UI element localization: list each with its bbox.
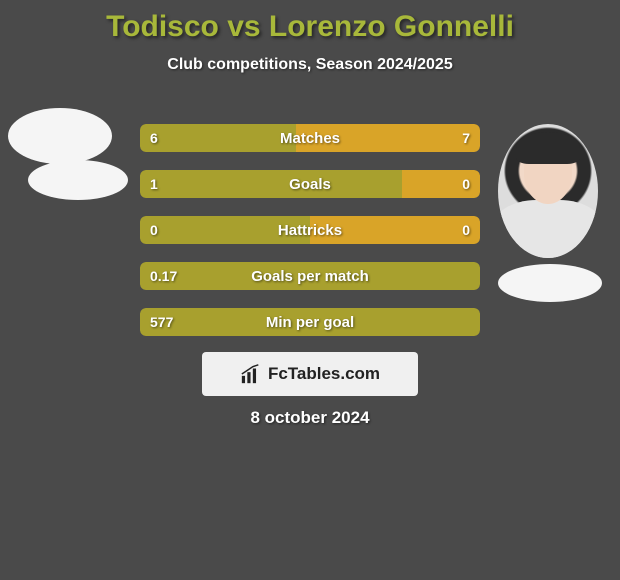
page-title: Todisco vs Lorenzo Gonnelli <box>0 0 620 44</box>
stats-chart: Matches67Goals10Hattricks00Goals per mat… <box>140 124 480 354</box>
player-right-photo <box>498 124 602 302</box>
placeholder-ellipse <box>8 108 112 164</box>
stat-row: Goals per match0.17 <box>140 262 480 290</box>
stat-value-right: 0 <box>462 216 470 244</box>
stat-row: Hattricks0 0 <box>140 216 480 244</box>
player-left-photo <box>8 108 128 200</box>
page-subtitle: Club competitions, Season 2024/2025 <box>0 56 620 74</box>
stat-value-left: 6 <box>150 124 158 152</box>
stat-row: Goals1 0 <box>140 170 480 198</box>
stat-value-left: 0 <box>150 216 158 244</box>
stat-label: Hattricks <box>140 216 480 244</box>
placeholder-ellipse <box>498 264 602 302</box>
fctables-logo: FcTables.com <box>202 352 418 396</box>
stat-label: Goals <box>140 170 480 198</box>
stat-value-left: 577 <box>150 308 173 336</box>
stat-value-left: 1 <box>150 170 158 198</box>
stat-value-right: 7 <box>462 124 470 152</box>
stat-label: Min per goal <box>140 308 480 336</box>
player-avatar <box>498 124 598 258</box>
date-text: 8 october 2024 <box>0 408 620 428</box>
stat-value-left: 0.17 <box>150 262 177 290</box>
barchart-icon <box>240 363 262 385</box>
stat-label: Goals per match <box>140 262 480 290</box>
logo-text: FcTables.com <box>268 364 380 384</box>
stat-label: Matches <box>140 124 480 152</box>
placeholder-ellipse <box>28 160 128 200</box>
stat-row: Matches6 7 <box>140 124 480 152</box>
stat-value-right: 0 <box>462 170 470 198</box>
stat-row: Min per goal577 <box>140 308 480 336</box>
